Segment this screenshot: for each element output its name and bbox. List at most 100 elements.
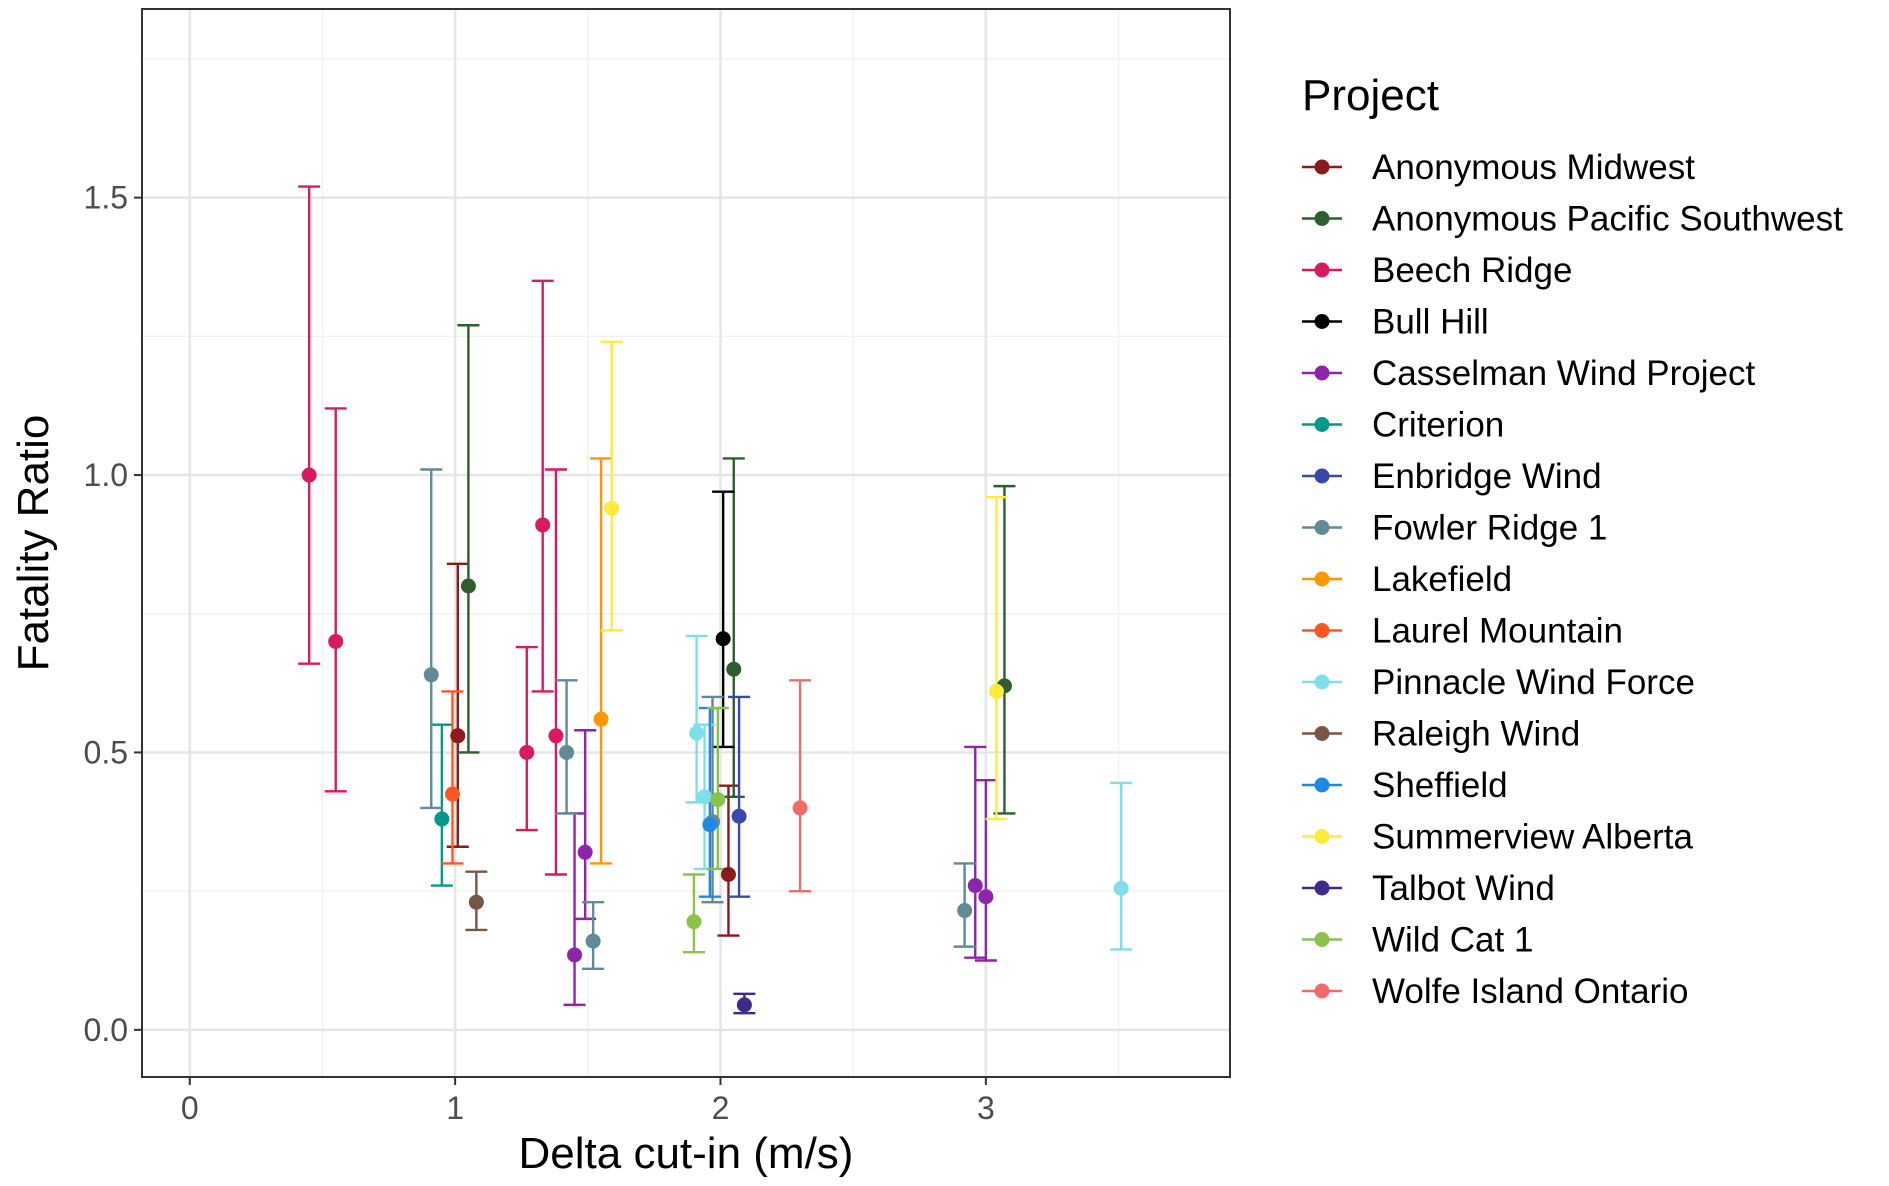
legend-item: Summerview Alberta bbox=[1302, 818, 1693, 857]
data-point bbox=[460, 578, 476, 594]
legend-label: Wolfe Island Ontario bbox=[1372, 972, 1688, 1011]
x-tick-label: 0 bbox=[181, 1090, 199, 1126]
legend-key-point bbox=[1314, 159, 1330, 175]
data-point bbox=[967, 878, 983, 894]
y-tick-label: 0.5 bbox=[84, 734, 128, 770]
data-point bbox=[604, 500, 620, 516]
y-axis-ticks: 0.0 0.5 1.0 1.5 bbox=[84, 180, 142, 1048]
legend-key-point bbox=[1314, 983, 1330, 999]
error-bar bbox=[457, 324, 480, 754]
data-point bbox=[301, 467, 317, 483]
error-bar bbox=[531, 279, 554, 693]
legend-item: Bull Hill bbox=[1302, 303, 1489, 342]
legend-item: Sheffield bbox=[1302, 766, 1508, 805]
legend-label: Lakefield bbox=[1372, 560, 1512, 599]
legend-items: Anonymous Midwest Anonymous Pacific South… bbox=[1302, 148, 1843, 1011]
data-point bbox=[715, 631, 731, 647]
error-bar bbox=[515, 645, 538, 832]
legend-label: Bull Hill bbox=[1372, 303, 1489, 342]
legend-key-point bbox=[1314, 726, 1330, 741]
error-bar bbox=[420, 468, 443, 810]
error-bar bbox=[446, 562, 469, 848]
data-point bbox=[585, 933, 601, 949]
legend-label: Casselman Wind Project bbox=[1372, 354, 1755, 393]
data-point bbox=[519, 744, 535, 760]
legend-label: Anonymous Midwest bbox=[1372, 148, 1695, 187]
data-point bbox=[726, 661, 742, 677]
error-bar bbox=[324, 407, 347, 793]
data-point bbox=[957, 903, 973, 919]
legend-key-point bbox=[1314, 674, 1330, 690]
error-bar bbox=[682, 873, 705, 954]
x-tick-label: 3 bbox=[977, 1090, 995, 1126]
data-point bbox=[988, 683, 1004, 699]
data-point bbox=[1113, 880, 1129, 896]
legend-key-point bbox=[1314, 829, 1330, 844]
legend-item: Wild Cat 1 bbox=[1302, 921, 1533, 960]
legend-key-point bbox=[1314, 365, 1330, 381]
legend-item: Anonymous Midwest bbox=[1302, 148, 1695, 187]
plot-panel bbox=[142, 9, 1230, 1077]
legend-label: Enbridge Wind bbox=[1372, 457, 1602, 496]
plot-border bbox=[141, 8, 1231, 1078]
y-axis-title: Fatality Ratio bbox=[9, 415, 58, 672]
error-bar bbox=[717, 784, 740, 937]
legend-item: Talbot Wind bbox=[1302, 869, 1555, 908]
data-point bbox=[444, 786, 460, 802]
x-axis-ticks: 0 1 2 3 bbox=[181, 1077, 995, 1126]
y-tick-label: 0.0 bbox=[84, 1012, 128, 1048]
legend-item: Anonymous Pacific Southwest bbox=[1302, 200, 1843, 239]
data-point bbox=[468, 894, 484, 910]
data-point bbox=[978, 889, 994, 905]
data-point bbox=[731, 808, 747, 824]
legend-item: Enbridge Wind bbox=[1302, 457, 1602, 496]
legend-label: Raleigh Wind bbox=[1372, 715, 1580, 754]
data-point bbox=[697, 789, 713, 805]
data-point bbox=[450, 728, 466, 744]
error-bar bbox=[789, 679, 812, 893]
legend-key-point bbox=[1314, 211, 1330, 226]
data-point bbox=[567, 947, 583, 963]
data-point bbox=[434, 811, 450, 827]
legend-key-point bbox=[1314, 932, 1330, 947]
data-point bbox=[720, 866, 736, 882]
legend-key-point bbox=[1314, 468, 1330, 484]
x-tick-label: 2 bbox=[712, 1090, 730, 1126]
legend-item: Laurel Mountain bbox=[1302, 612, 1623, 651]
data-point bbox=[686, 914, 702, 930]
error-bar bbox=[974, 778, 997, 962]
error-bar bbox=[985, 496, 1008, 821]
legend-key-point bbox=[1314, 571, 1330, 587]
error-bars bbox=[298, 185, 1133, 1015]
legend-key-point bbox=[1314, 880, 1330, 896]
x-axis-title: Delta cut-in (m/s) bbox=[519, 1129, 854, 1178]
data-points bbox=[301, 467, 1129, 1013]
legend-key-point bbox=[1314, 520, 1330, 535]
data-point bbox=[702, 817, 718, 833]
error-bar bbox=[544, 468, 567, 876]
legend-label: Wild Cat 1 bbox=[1372, 921, 1533, 960]
data-point bbox=[559, 744, 575, 760]
legend-item: Lakefield bbox=[1302, 560, 1512, 599]
legend-item: Beech Ridge bbox=[1302, 251, 1572, 290]
legend-label: Beech Ridge bbox=[1372, 251, 1572, 290]
legend-item: Criterion bbox=[1302, 406, 1504, 445]
error-bar bbox=[728, 695, 751, 898]
legend-key-point bbox=[1314, 262, 1330, 278]
data-point bbox=[328, 633, 344, 649]
legend-key-point bbox=[1314, 623, 1330, 638]
legend-key-point bbox=[1314, 777, 1330, 793]
error-bar bbox=[964, 745, 987, 959]
data-point bbox=[689, 725, 705, 741]
legend-key-point bbox=[1314, 417, 1330, 432]
data-point bbox=[577, 844, 593, 860]
legend-title: Project bbox=[1302, 71, 1439, 120]
error-bar bbox=[600, 340, 623, 632]
data-point bbox=[593, 711, 609, 727]
error-bar bbox=[722, 457, 745, 799]
data-point bbox=[548, 728, 564, 744]
data-point bbox=[423, 667, 439, 683]
data-point bbox=[736, 997, 752, 1013]
error-bar bbox=[430, 723, 453, 887]
error-bar bbox=[441, 690, 464, 865]
